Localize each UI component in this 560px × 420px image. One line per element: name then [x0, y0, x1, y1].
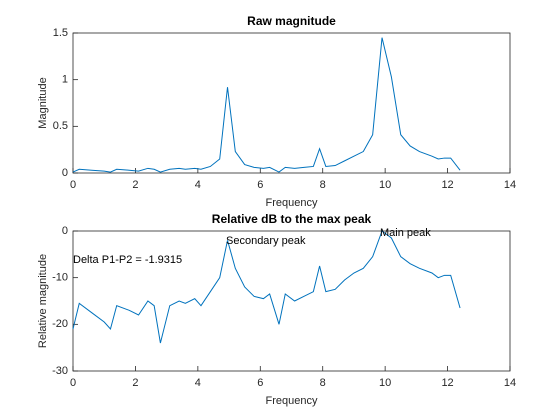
x-tick-label: 14	[504, 377, 516, 389]
x-axis-label: Frequency	[266, 197, 318, 209]
x-tick-label: 6	[257, 377, 263, 389]
y-tick-label: 1	[62, 74, 68, 86]
y-tick-label: 0	[62, 225, 68, 237]
x-tick-label: 0	[70, 179, 76, 191]
x-tick-label: 8	[320, 377, 326, 389]
x-tick-label: 12	[441, 179, 453, 191]
annotation: Delta P1-P2 = -1.9315	[73, 254, 182, 266]
x-tick-label: 4	[195, 179, 201, 191]
x-tick-label: 2	[132, 377, 138, 389]
line-series	[72, 230, 461, 344]
annotation: Main peak	[380, 227, 431, 239]
annotation: Secondary peak	[226, 235, 306, 247]
line-series	[72, 37, 461, 173]
x-axis-label: Frequency	[266, 395, 318, 407]
axes-box	[72, 230, 511, 372]
y-tick-label: 1.5	[53, 27, 68, 39]
x-tick-label: 2	[132, 179, 138, 191]
y-tick-label: 0.5	[53, 120, 68, 132]
x-tick-label: 4	[195, 377, 201, 389]
y-tick-label: -20	[52, 318, 68, 330]
x-tick-label: 6	[257, 179, 263, 191]
y-tick-label: -10	[52, 272, 68, 284]
x-tick-label: 10	[379, 179, 391, 191]
x-tick-label: 14	[504, 179, 516, 191]
y-tick-label: 0	[62, 167, 68, 179]
chart-title: Raw magnitude	[247, 14, 336, 28]
chart-title: Relative dB to the max peak	[212, 212, 372, 226]
x-tick-label: 8	[320, 179, 326, 191]
x-tick-label: 10	[379, 377, 391, 389]
x-tick-label: 12	[441, 377, 453, 389]
y-axis-label: Relative magnitude	[37, 254, 49, 348]
y-axis-label: Magnitude	[37, 77, 49, 128]
x-tick-label: 0	[70, 377, 76, 389]
y-tick-label: -30	[52, 365, 68, 377]
axes-box	[72, 32, 511, 174]
